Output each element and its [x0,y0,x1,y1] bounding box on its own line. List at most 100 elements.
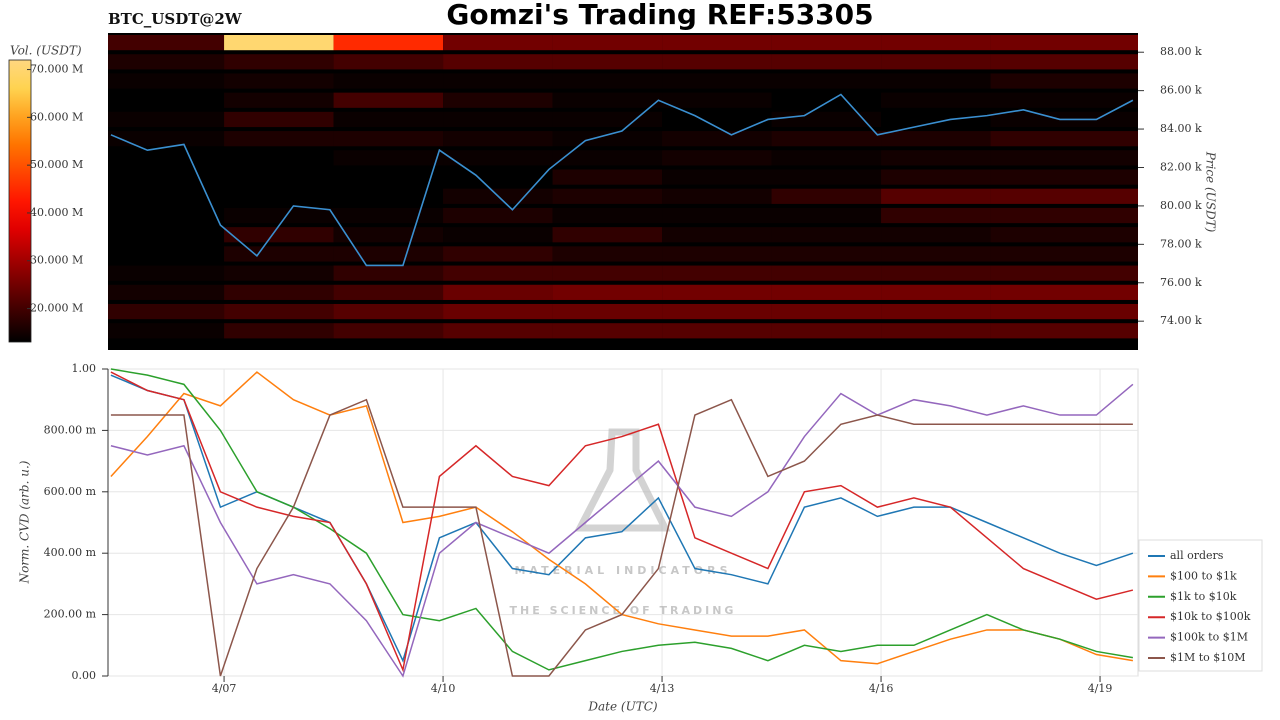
heatmap-cell [333,111,444,128]
heatmap-cell [771,265,882,281]
heatmap-cell [662,169,772,185]
heatmap-cell [771,284,882,300]
heatmap-cell [552,131,663,147]
heatmap-cell [990,246,1138,262]
price-tick-label: 84.00 k [1160,122,1202,135]
heatmap-cell [333,169,444,185]
heatmap-cell [881,54,991,70]
heatmap-cell [990,92,1138,108]
heatmap-cell [552,35,663,51]
cvd-line [110,368,1134,671]
chart-title: Gomzi's Trading REF:53305 [446,0,873,31]
heatmap-cell [552,303,663,320]
cvd-line [110,383,1134,678]
heatmap-cell [662,150,772,166]
heatmap-cell [224,111,334,128]
heatmap-cell [881,169,991,185]
heatmap-cell [552,246,663,262]
heatmap-cell [333,227,444,243]
heatmap-cell [771,54,882,70]
colorbar-tick-label: 30.000 M [30,254,83,267]
heatmap-cell [443,227,553,243]
heatmap-cell [443,150,553,166]
heatmap-cell [552,323,663,339]
heatmap-cell [990,323,1138,339]
heatmap-cell [108,150,225,166]
heatmap-cell [224,150,334,166]
heatmap-cell [443,111,553,128]
heatmap-cell [990,227,1138,243]
date-axis-label: Date (UTC) [587,700,657,714]
heatmap-cell [443,131,553,147]
x-tick-label: 4/16 [869,682,894,695]
heatmap-cell [990,54,1138,70]
heatmap-cell [881,35,991,51]
heatmap-cell [224,73,334,89]
heatmap-cell [443,35,553,51]
heatmap-cell [771,246,882,262]
heatmap-cell [552,169,663,185]
heatmap-cell [108,284,225,300]
heatmap-cell [771,303,882,320]
heatmap-cell [771,150,882,166]
heatmap-cell [443,92,553,108]
heatmap-cell [108,131,225,147]
x-tick-label: 4/13 [650,682,675,695]
heatmap-cell [108,73,225,89]
heatmap-cell [108,92,225,108]
price-tick-label: 82.00 k [1160,160,1202,173]
heatmap-cell [224,227,334,243]
heatmap-cell [443,73,553,89]
price-tick-label: 74.00 k [1160,314,1202,327]
heatmap-cell [771,207,882,224]
heatmap-cell [771,188,882,204]
heatmap-cell [881,92,991,108]
cvd-line [110,398,1133,677]
heatmap-cell [881,323,991,339]
heatmap-cell [224,207,334,224]
heatmap-cell [333,131,444,147]
x-tick-label: 4/19 [1088,682,1113,695]
heatmap-cell [881,150,991,166]
heatmap-cell [108,111,225,128]
heatmap-cell [771,73,882,89]
heatmap-cell [662,54,772,70]
price-line [110,93,1134,267]
heatmap-cell [333,92,444,108]
heatmap-cell [333,265,444,281]
heatmap-cell [224,188,334,204]
heatmap-cell [990,284,1138,300]
price-tick-label: 78.00 k [1160,237,1202,250]
heatmap-cell [990,169,1138,185]
heatmap-cell [662,131,772,147]
heatmap-cell [990,265,1138,281]
heatmap-cell [224,92,334,108]
heatmap-cell [990,150,1138,166]
heatmap-cell [108,169,225,185]
heatmap-cell [443,303,553,320]
watermark: MATERIAL INDICATORS THE SCIENCE OF TRADI… [108,35,1138,617]
heatmap-cell [990,73,1138,89]
x-tick-label: 4/10 [431,682,456,695]
heatmap-cell [881,284,991,300]
price-axis-label: Price (USDT) [1204,151,1218,233]
symbol-label: BTC_USDT@2W [108,10,243,28]
heatmap-cell [662,188,772,204]
heatmap-cell [771,131,882,147]
colorbar-tick-label: 20.000 M [30,302,83,315]
heatmap-cell [443,169,553,185]
price-tick-label: 80.00 k [1160,199,1202,212]
heatmap-cell [881,207,991,224]
heatmap-cell [662,323,772,339]
heatmap-cell [771,111,882,128]
heatmap-cell [881,188,991,204]
heatmap-cell [108,207,225,224]
heatmap-cell [108,188,225,204]
heatmap-cell [443,323,553,339]
watermark-tagline: THE SCIENCE OF TRADING [510,604,737,617]
legend-label: $10k to $100k [1170,610,1251,623]
heatmap-cell [108,227,225,243]
heatmap-cell [881,265,991,281]
heatmap-cell [662,35,772,51]
